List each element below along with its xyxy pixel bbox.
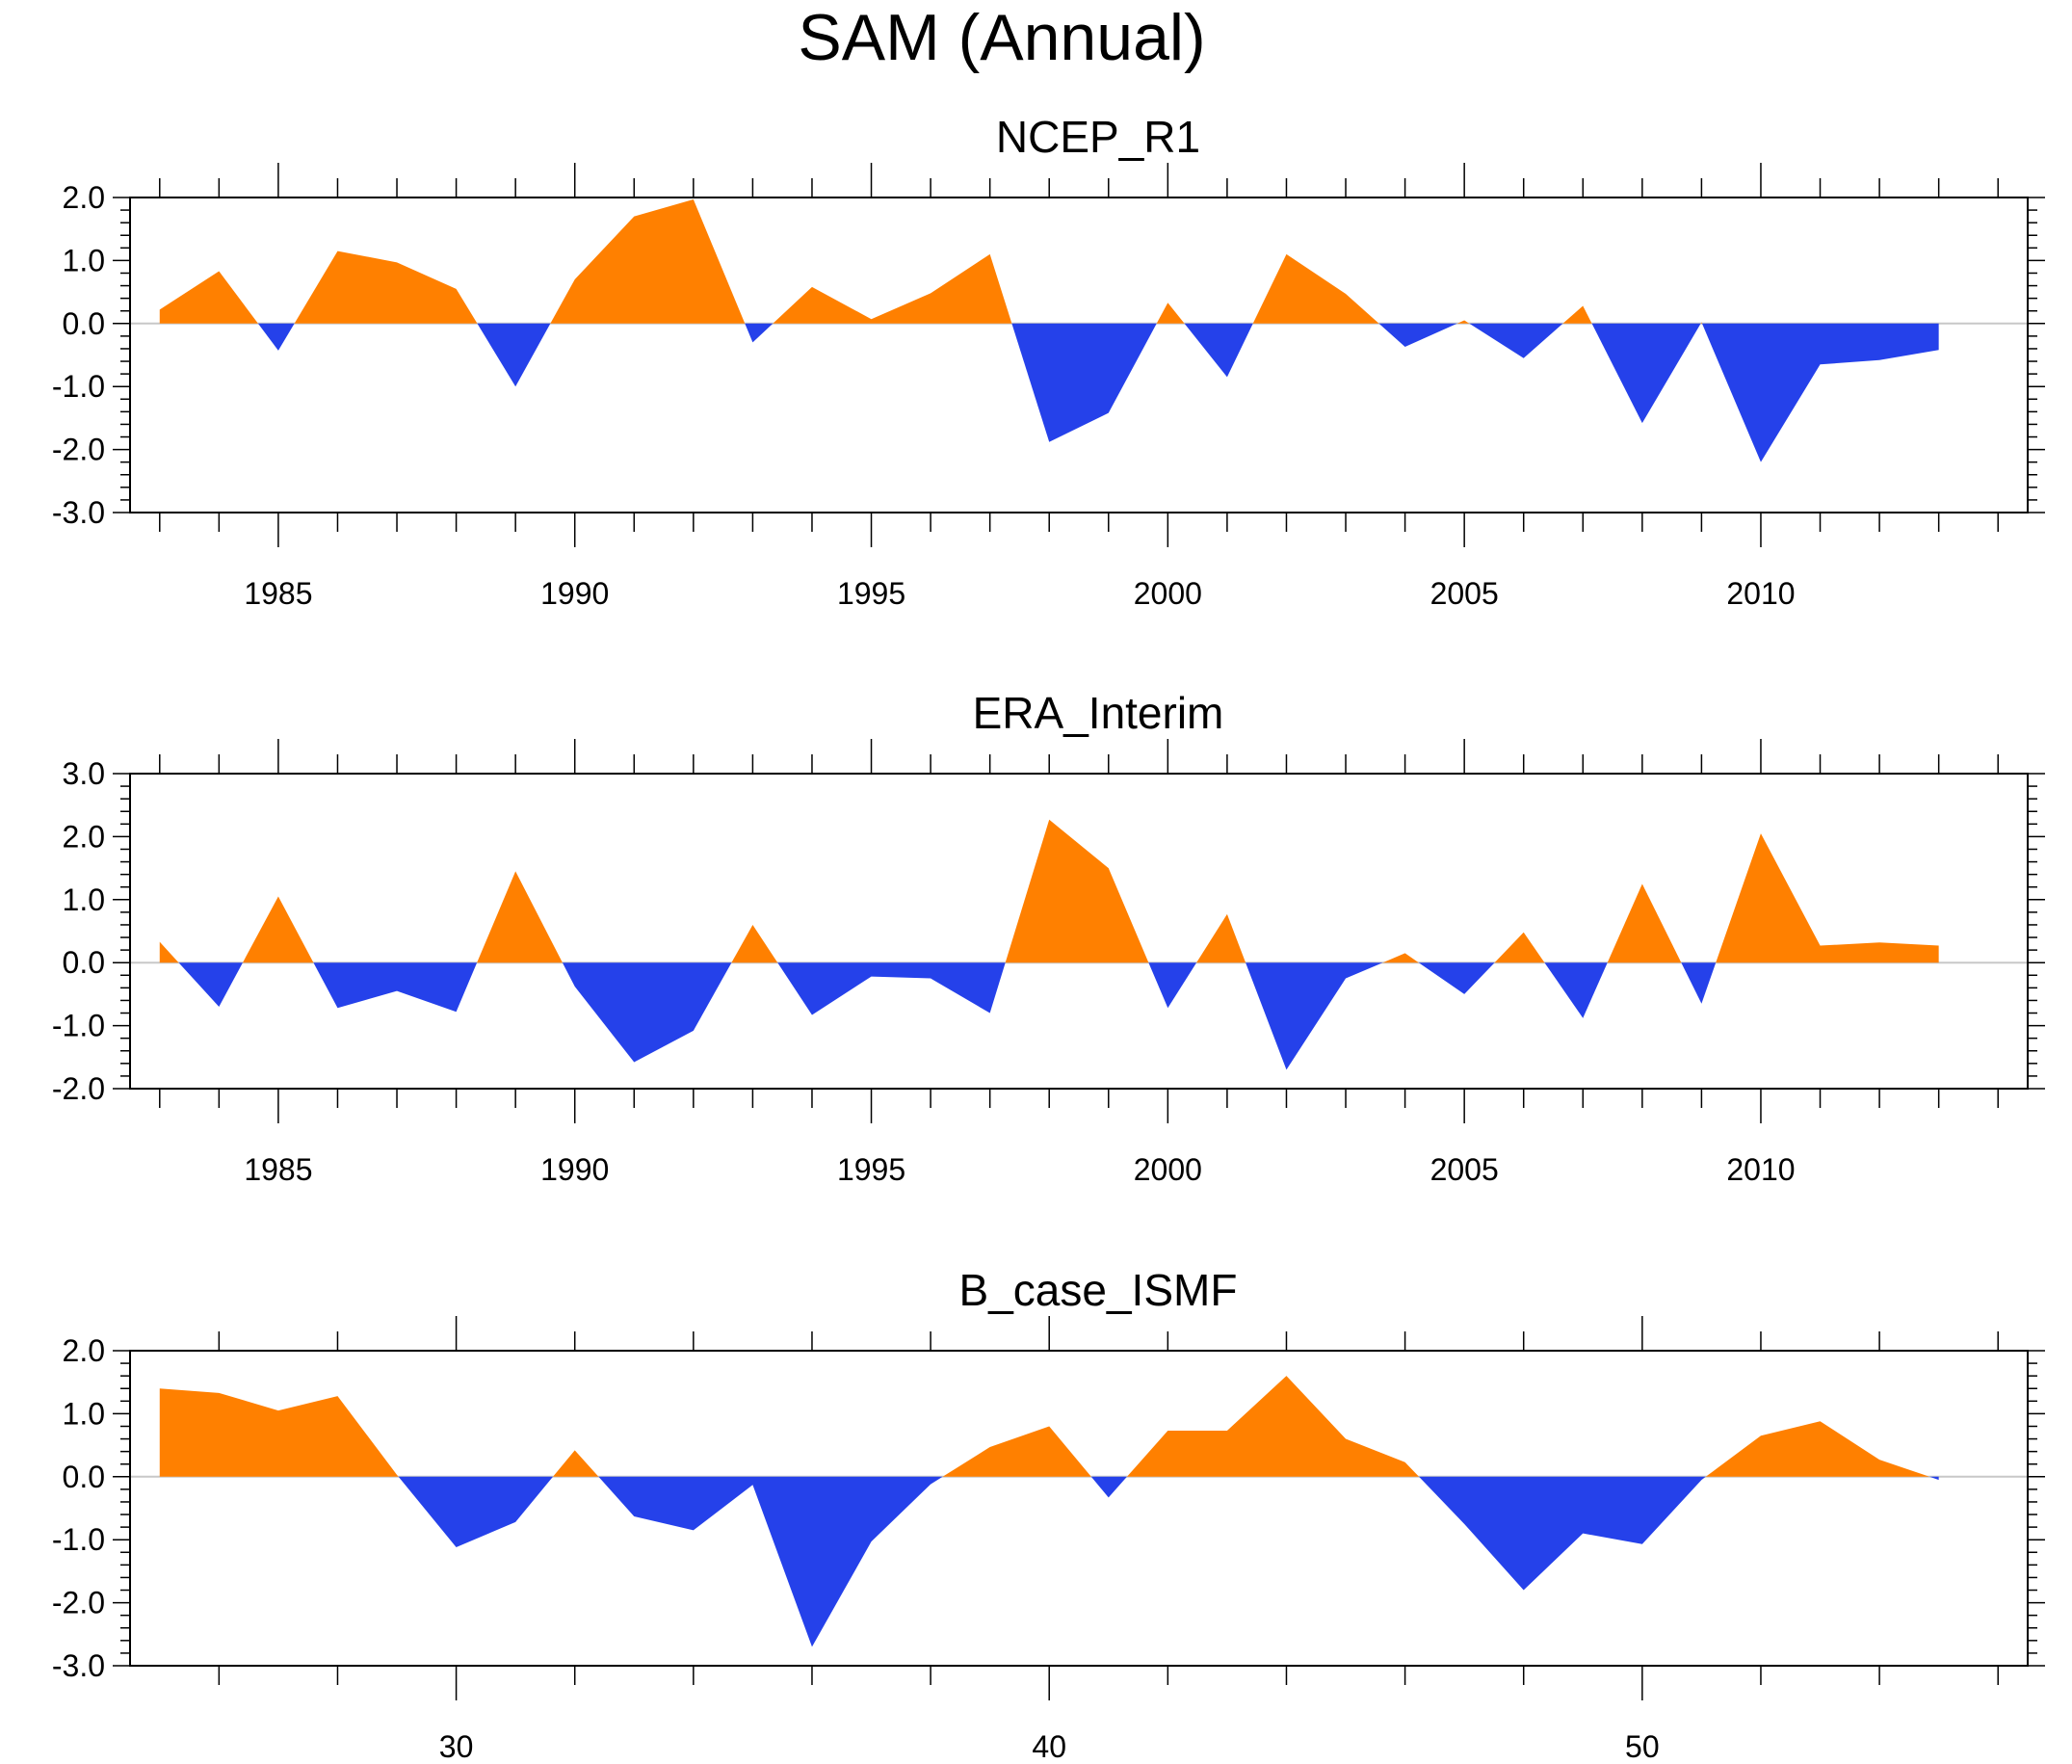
y-tick-label: 2.0: [63, 1333, 105, 1368]
positive-area-3: [477, 871, 563, 963]
x-tick-label: 2010: [1726, 576, 1795, 611]
positive-area-4: [731, 924, 778, 963]
positive-area-1: [159, 941, 179, 963]
y-tick-label: 0.0: [63, 1460, 105, 1494]
x-tick-label: 1990: [540, 1152, 609, 1187]
positive-area-9: [1700, 322, 1702, 324]
x-tick-label: 1995: [837, 576, 905, 611]
positive-area-7: [1382, 953, 1419, 963]
negative-area-1: [257, 323, 295, 351]
positive-area-4: [773, 253, 1012, 324]
x-tick-label: 2000: [1134, 576, 1202, 611]
positive-area-2: [242, 896, 314, 963]
positive-area-8: [1494, 932, 1545, 963]
x-tick-label: 2005: [1430, 1152, 1499, 1187]
positive-area-10: [1716, 833, 1939, 963]
panels-group: NCEP_R1 2.0 1.0 0.0 -1.0 -2.0 -3.0 1985 1990 1995…: [52, 112, 2045, 1764]
panel-3: B_case_ISMF 2.0 1.0 0.0 -1.0 -2.0 -3.0 30 40 50: [52, 1265, 2045, 1764]
negative-area-2: [598, 1476, 943, 1647]
positive-area-6: [1252, 253, 1379, 324]
negative-area-1: [178, 962, 243, 1007]
y-tick-label: -2.0: [52, 1071, 105, 1106]
negative-area-5: [1184, 323, 1253, 378]
x-tick-label: 1985: [244, 1152, 312, 1187]
negative-area-8: [1544, 962, 1608, 1018]
x-tick-label: 30: [439, 1729, 474, 1764]
negative-area-9: [1681, 962, 1717, 1004]
positive-area-3: [942, 1426, 1091, 1477]
negative-area-4: [1011, 323, 1157, 442]
x-tick-label: 40: [1032, 1729, 1066, 1764]
negative-area-5: [1148, 962, 1197, 1009]
negative-area-7: [1469, 323, 1563, 358]
y-tick-label: 1.0: [63, 243, 105, 277]
negative-area-1: [398, 1476, 554, 1548]
y-tick-label: -1.0: [52, 369, 105, 404]
negative-area-2: [313, 962, 478, 1013]
positive-area-4: [1126, 1376, 1420, 1477]
y-tick-label: -3.0: [52, 1648, 105, 1683]
positive-area-8: [1562, 305, 1592, 324]
x-tick-label: 50: [1625, 1729, 1660, 1764]
positive-area-5: [1705, 1421, 1930, 1477]
y-tick-label: 1.0: [63, 1396, 105, 1431]
x-tick-label: 1995: [837, 1152, 905, 1187]
y-tick-label: 0.0: [63, 306, 105, 341]
negative-area-4: [777, 962, 1006, 1015]
y-tick-label: -2.0: [52, 433, 105, 467]
negative-area-4: [1419, 1476, 1706, 1591]
panel-2: ERA_Interim 3.0 2.0 1.0 0.0 -1.0 -2.0 1985 1990 1…: [52, 688, 2045, 1187]
positive-area-2: [553, 1450, 599, 1477]
positive-area-5: [1156, 303, 1185, 324]
y-tick-label: -1.0: [52, 1522, 105, 1557]
panel-1: NCEP_R1 2.0 1.0 0.0 -1.0 -2.0 -3.0 1985 1990 1995…: [52, 112, 2045, 611]
positive-area-1: [159, 1388, 399, 1477]
panel-title: B_case_ISMF: [959, 1265, 1238, 1315]
negative-area-9: [1701, 323, 1939, 462]
positive-area-6: [1196, 913, 1246, 963]
plot-frame: [129, 197, 2029, 513]
y-tick-label: 1.0: [63, 882, 105, 917]
x-tick-label: 1985: [244, 576, 312, 611]
negative-area-8: [1591, 323, 1701, 424]
y-tick-label: -3.0: [52, 495, 105, 530]
negative-area-3: [1090, 1476, 1127, 1498]
negative-area-2: [477, 323, 551, 387]
panel-title: ERA_Interim: [973, 688, 1224, 738]
plot-frame: [129, 773, 2029, 1090]
positive-area-9: [1607, 883, 1682, 963]
panel-title: NCEP_R1: [996, 112, 1200, 162]
negative-area-6: [1246, 962, 1383, 1070]
negative-area-3: [562, 962, 732, 1063]
y-tick-label: 2.0: [63, 819, 105, 854]
negative-area-6: [1378, 323, 1457, 347]
y-tick-label: 2.0: [63, 180, 105, 215]
negative-area-7: [1418, 962, 1495, 994]
figure-title: SAM (Annual): [798, 1, 1205, 74]
y-tick-label: -1.0: [52, 1009, 105, 1043]
y-tick-label: 3.0: [63, 756, 105, 791]
negative-area-3: [745, 323, 774, 343]
x-tick-label: 2000: [1134, 1152, 1202, 1187]
positive-area-1: [159, 271, 258, 324]
y-tick-label: 0.0: [63, 945, 105, 980]
positive-area-3: [550, 198, 746, 324]
x-tick-label: 2005: [1430, 576, 1499, 611]
plot-frame: [129, 1350, 2029, 1667]
positive-area-5: [1005, 819, 1149, 963]
y-tick-label: -2.0: [52, 1586, 105, 1620]
x-tick-label: 1990: [540, 576, 609, 611]
x-tick-label: 2010: [1726, 1152, 1795, 1187]
negative-area-5: [1929, 1476, 1939, 1481]
positive-area-7: [1456, 320, 1470, 324]
positive-area-2: [294, 250, 478, 324]
